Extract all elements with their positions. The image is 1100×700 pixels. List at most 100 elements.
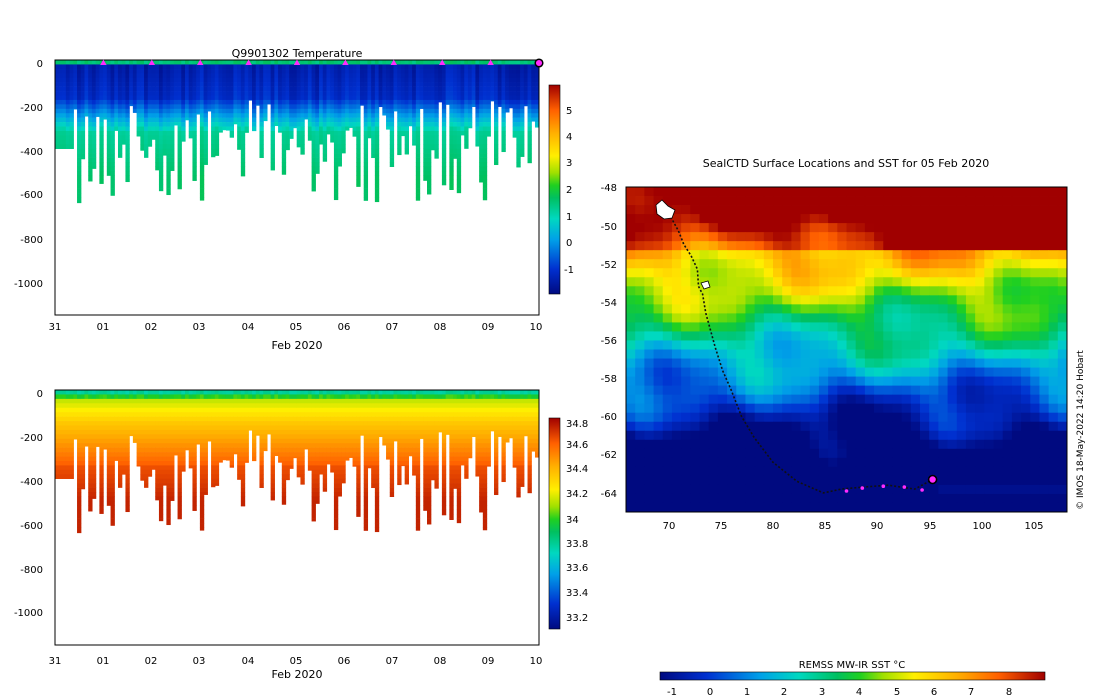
- temperature-profile-column: [95, 60, 100, 117]
- temperature-title: Q9901302 Temperature: [232, 47, 363, 60]
- x-tick-label: 02: [145, 656, 158, 667]
- salinity-profile-column: [415, 390, 421, 531]
- temperature-profile-column: [233, 60, 238, 125]
- temperature-profile-column: [222, 60, 227, 131]
- temperature-profile-column: [326, 60, 331, 135]
- salinity-profile-column: [181, 390, 186, 472]
- x-tick-label: 07: [386, 656, 399, 667]
- sst-row: [626, 295, 1067, 305]
- salinity-profile-column: [129, 390, 134, 437]
- salinity-profiles: [55, 390, 539, 534]
- salinity-profile-column: [58, 390, 63, 479]
- salinity-profile-column: [166, 390, 171, 526]
- salinity-xaxis: 31 01 02 03 04 05 06 07 08 09 10 Feb 202…: [49, 656, 543, 681]
- temperature-profile-column: [229, 60, 234, 138]
- salinity-profile-column: [140, 390, 145, 481]
- imos-credit: © IMOS 18-May-2022 14:20 Hobart: [1076, 350, 1086, 510]
- salinity-profile-column: [117, 390, 123, 488]
- sst-row: [626, 304, 1067, 314]
- temperature-profile-column: [505, 60, 510, 113]
- salinity-profile-column: [479, 390, 484, 513]
- salinity-profile-column: [326, 390, 331, 465]
- salinity-axes-frame: [54, 389, 540, 646]
- temperature-profile-column: [144, 60, 149, 158]
- salinity-profile-column: [270, 390, 275, 501]
- salinity-profile-column: [453, 390, 458, 489]
- sst-row: [626, 421, 1067, 432]
- sst-row: [626, 187, 1067, 197]
- temperature-profile-column: [460, 60, 465, 136]
- salinity-profile-column: [84, 390, 89, 447]
- colorbar-tick: 34.4: [566, 464, 588, 475]
- temperature-profile-column: [65, 60, 71, 149]
- salinity-profile-column: [520, 390, 525, 487]
- salinity-profile-column: [274, 390, 279, 457]
- sst-row: [626, 196, 1067, 206]
- colorbar-tick: 3: [819, 687, 825, 698]
- x-tick-label: 07: [386, 322, 399, 333]
- sst-row: [626, 412, 1067, 423]
- temperature-profile-column: [84, 60, 89, 117]
- y-tick-label: -600: [20, 190, 43, 201]
- salinity-profile-column: [486, 390, 491, 467]
- surface-marker: [293, 59, 301, 65]
- salinity-profile-column: [240, 390, 246, 507]
- temperature-profile-column: [304, 60, 309, 120]
- x-tick-label: 04: [242, 656, 255, 667]
- temperature-profile-column: [531, 60, 536, 122]
- temperature-profile-column: [170, 60, 175, 171]
- salinity-profile-column: [151, 390, 156, 470]
- salinity-profile-column: [248, 390, 253, 431]
- temperature-profile-column: [400, 60, 406, 137]
- temperature-profile-column: [512, 60, 517, 138]
- salinity-profile-column: [494, 390, 499, 496]
- salinity-profile-column: [73, 390, 78, 440]
- sst-row: [626, 322, 1067, 332]
- salinity-profile-column: [91, 390, 97, 499]
- temperature-profile-column: [199, 60, 205, 201]
- temperature-profile-column: [412, 60, 417, 146]
- temperature-profile-column: [177, 60, 182, 190]
- temperature-profile-column: [441, 60, 447, 186]
- surface-marker: [197, 59, 204, 65]
- colorbar-tick: 5: [566, 106, 572, 117]
- temperature-profile-column: [307, 60, 313, 141]
- y-tick-label: 0: [37, 59, 43, 70]
- colorbar-tick: 3: [566, 158, 572, 169]
- salinity-profile-column: [188, 390, 194, 469]
- lat-tick-label: -60: [601, 412, 617, 423]
- temperature-profile-column: [315, 60, 320, 174]
- salinity-section: 0 -200 -400 -600 -800 -1000 31 01 02 03 …: [14, 389, 588, 681]
- surface-marker: [245, 59, 252, 65]
- lon-tick-label: 75: [715, 521, 728, 532]
- sst-row: [626, 259, 1067, 269]
- temperature-profile-column: [378, 60, 383, 108]
- salinity-profile-column: [359, 390, 365, 436]
- sst-field: [626, 187, 1067, 512]
- temperature-profile-column: [449, 60, 454, 190]
- y-tick-label: -600: [20, 521, 43, 532]
- temperature-profile-column: [125, 60, 130, 183]
- temperature-profile-column: [106, 60, 112, 176]
- lat-tick-label: -52: [601, 260, 617, 271]
- salinity-profile-column: [352, 390, 357, 467]
- salinity-profile-column: [281, 390, 287, 505]
- lon-tick-label: 80: [767, 521, 780, 532]
- sst-row: [626, 313, 1067, 323]
- x-tick-label: 06: [338, 322, 351, 333]
- salinity-profile-column: [278, 390, 283, 463]
- temperature-profile-column: [333, 60, 339, 201]
- temperature-profile-column: [471, 60, 476, 108]
- temperature-profile-column: [296, 60, 302, 148]
- surface-marker: [342, 59, 349, 65]
- temperature-profile-column: [359, 60, 365, 106]
- temperature-profile-column: [117, 60, 123, 158]
- salinity-profile-column: [185, 390, 190, 451]
- temperature-profile-column: [259, 60, 264, 158]
- salinity-profile-column: [121, 390, 127, 475]
- x-tick-label: 04: [242, 322, 255, 333]
- temperature-profile-column: [151, 60, 156, 140]
- seal-track-line: [662, 207, 933, 494]
- salinity-profile-column: [199, 390, 205, 531]
- temperature-profile-column: [520, 60, 525, 157]
